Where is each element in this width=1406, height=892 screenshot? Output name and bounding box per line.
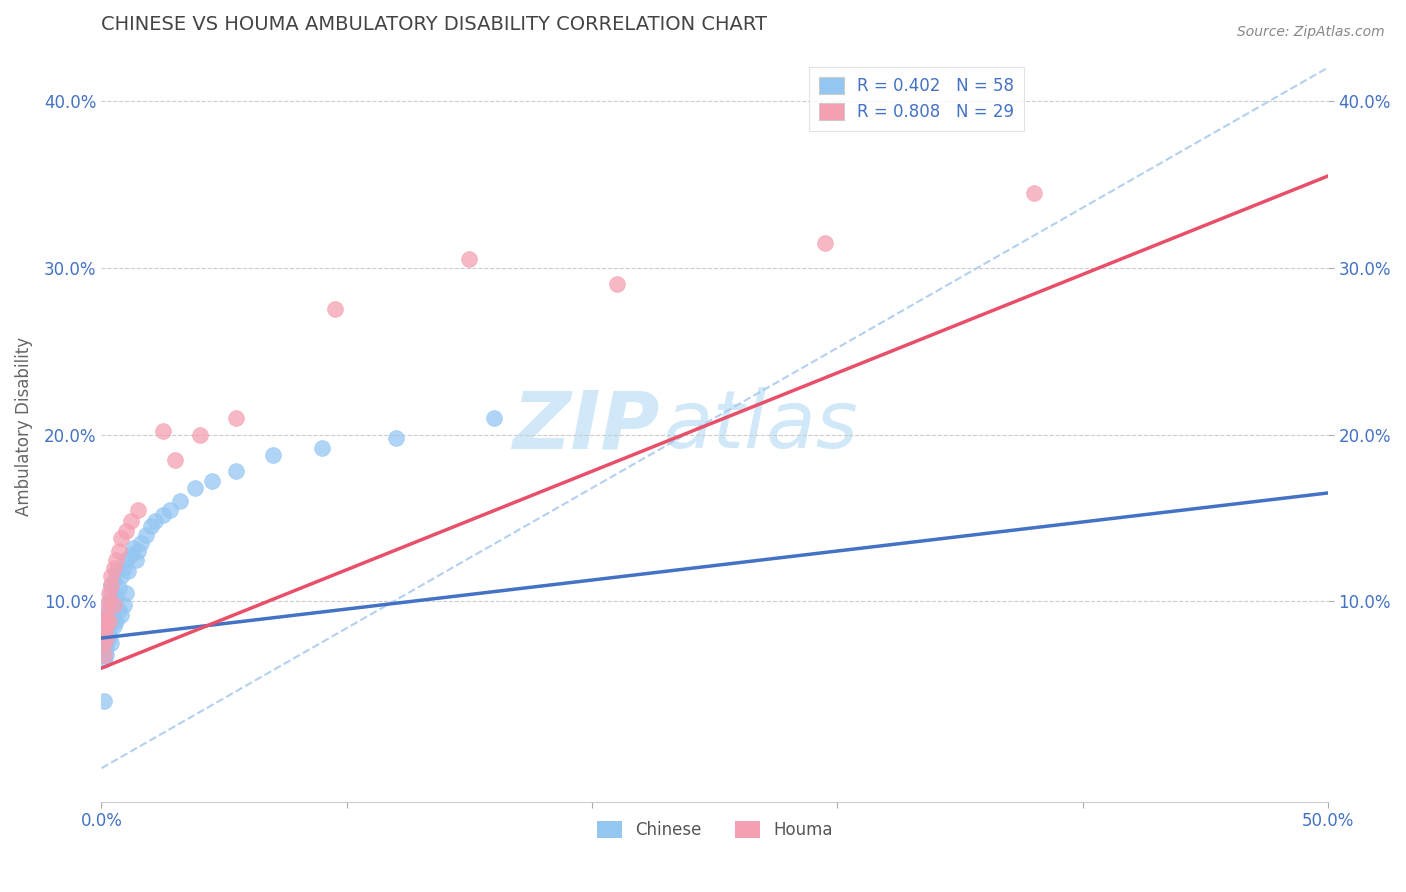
Point [169,494,191,508]
Point [96,631,118,645]
Point [93,636,115,650]
Point [107,603,129,617]
Point [97,631,120,645]
Point [96,611,118,625]
Point [127,502,149,516]
Point [93,636,115,650]
Point [110,607,132,622]
Point [152,424,174,438]
Point [96,648,118,662]
Point [93,694,115,708]
Point [139,519,162,533]
Point [120,548,142,562]
Point [97,624,120,639]
Point [110,569,132,583]
Point [100,569,122,583]
Point [100,577,122,591]
Point [115,552,138,566]
Point [225,410,247,425]
Point [97,615,120,629]
Point [159,502,181,516]
Point [103,611,125,625]
Point [100,636,122,650]
Point [105,615,128,629]
Point [110,531,132,545]
Point [262,448,284,462]
Point [103,598,125,612]
Point [100,577,122,591]
Text: ZIP: ZIP [512,387,659,466]
Point [105,552,128,566]
Point [129,536,152,550]
Point [1022,186,1045,200]
Point [135,527,157,541]
Point [96,603,118,617]
Legend: Chinese, Houma: Chinese, Houma [591,814,839,846]
Point [145,514,167,528]
Point [103,598,125,612]
Point [125,552,148,566]
Point [100,607,122,622]
Point [93,648,115,662]
Point [201,475,224,489]
Point [96,631,118,645]
Point [458,252,481,267]
Point [105,565,128,579]
Point [96,634,118,648]
Point [385,431,408,445]
Text: Source: ZipAtlas.com: Source: ZipAtlas.com [1237,25,1385,39]
Point [97,615,120,629]
Point [96,641,118,656]
Point [115,524,138,539]
Point [93,653,115,667]
Point [97,586,120,600]
Point [93,624,115,639]
Point [323,302,346,317]
Point [93,648,115,662]
Point [127,544,149,558]
Point [107,581,129,595]
Point [103,561,125,575]
Y-axis label: Ambulatory Disability: Ambulatory Disability [15,336,32,516]
Point [311,441,333,455]
Point [97,594,120,608]
Point [93,624,115,639]
Point [103,619,125,633]
Point [606,277,628,292]
Text: atlas: atlas [664,387,858,466]
Point [100,586,122,600]
Point [120,514,142,528]
Point [96,611,118,625]
Point [97,594,120,608]
Point [107,544,129,558]
Point [112,598,135,612]
Point [93,644,115,658]
Point [97,603,120,617]
Point [96,619,118,633]
Point [225,464,247,478]
Point [152,508,174,522]
Point [105,591,128,605]
Point [814,235,837,250]
Text: CHINESE VS HOUMA AMBULATORY DISABILITY CORRELATION CHART: CHINESE VS HOUMA AMBULATORY DISABILITY C… [101,15,768,34]
Point [115,586,138,600]
Point [93,628,115,642]
Point [165,452,187,467]
Point [117,565,139,579]
Point [122,541,145,555]
Point [103,574,125,589]
Point [96,615,118,629]
Point [482,410,505,425]
Point [188,427,211,442]
Point [96,619,118,633]
Point [183,481,205,495]
Point [112,561,135,575]
Point [93,641,115,656]
